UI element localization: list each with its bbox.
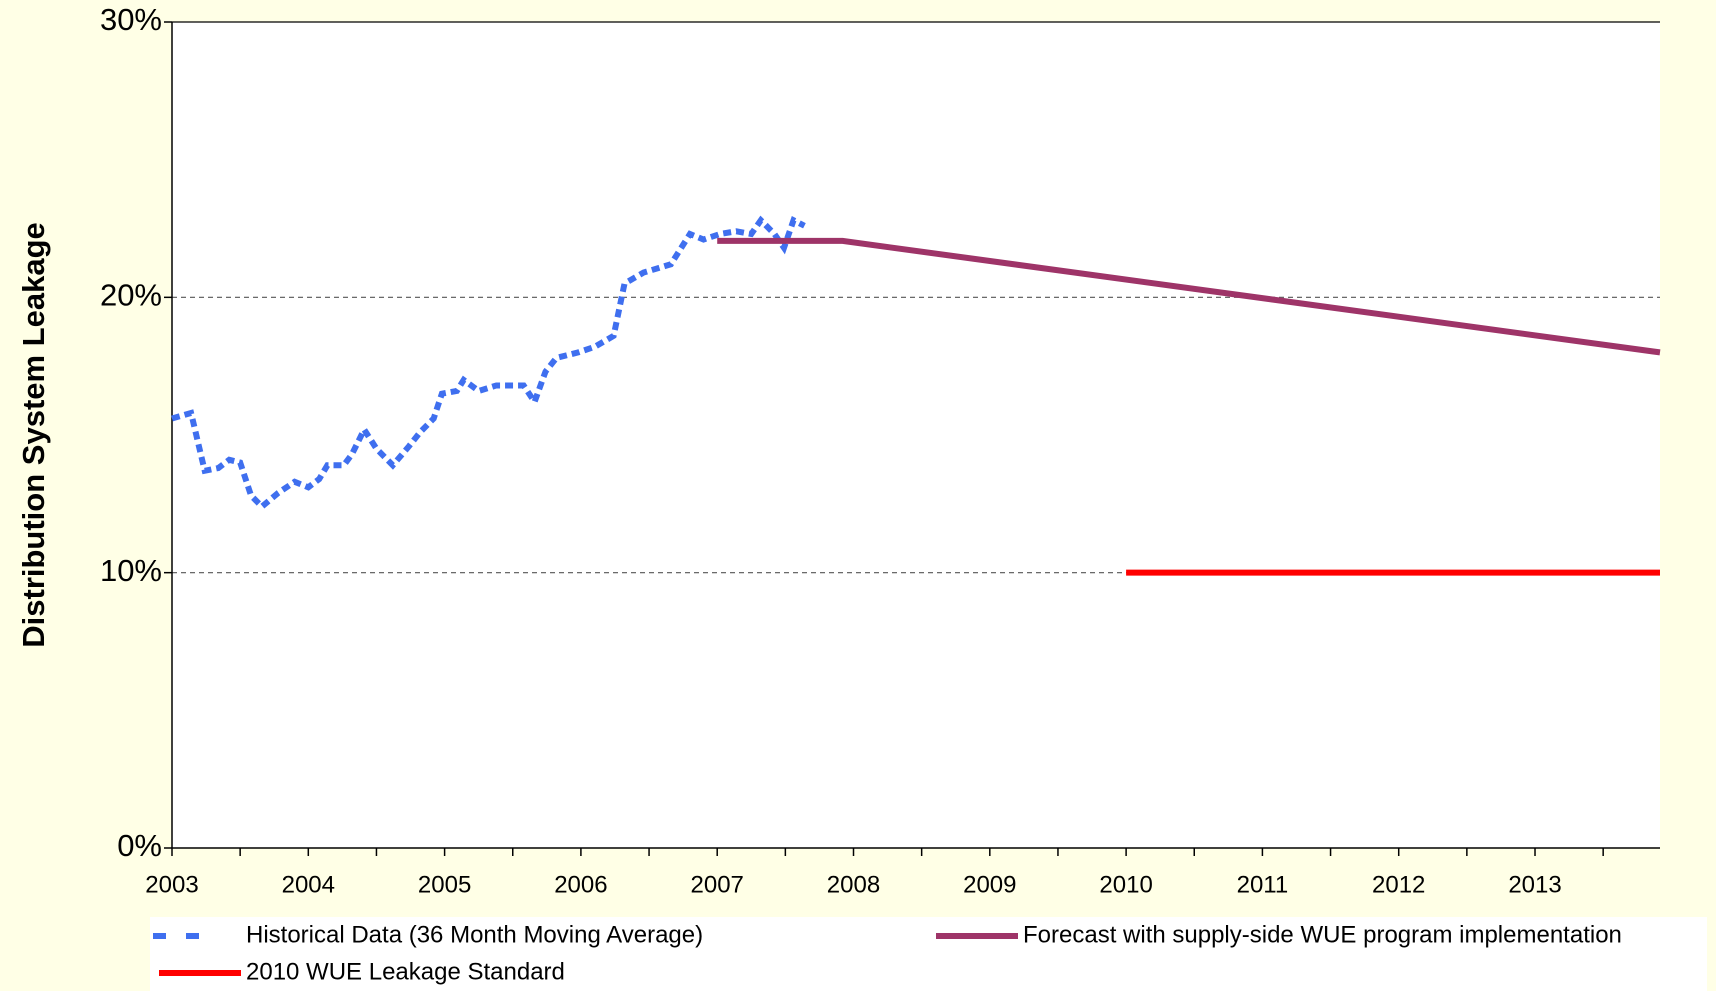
x-tick-label: 2009 bbox=[963, 871, 1016, 898]
series-line bbox=[171, 215, 806, 511]
x-tick-label: 2011 bbox=[1237, 871, 1289, 898]
x-tick-label: 2008 bbox=[827, 871, 880, 898]
series-line bbox=[717, 237, 1661, 356]
y-tick-label: 20% bbox=[100, 278, 162, 313]
legend-label: Historical Data (36 Month Moving Average… bbox=[246, 921, 703, 948]
y-tick-label: 10% bbox=[100, 553, 162, 588]
x-tick-label: 2010 bbox=[1099, 871, 1152, 898]
plot-area bbox=[172, 22, 1660, 848]
x-tick-label: 2012 bbox=[1372, 871, 1425, 898]
x-tick-label: 2004 bbox=[282, 871, 335, 898]
x-tick-label: 2007 bbox=[691, 871, 744, 898]
y-tick-label: 30% bbox=[100, 2, 162, 37]
legend-box bbox=[150, 917, 1707, 991]
x-tick-label: 2013 bbox=[1508, 871, 1561, 898]
y-axis-label: Distribution System Leakage bbox=[16, 222, 51, 648]
x-tick-label: 2005 bbox=[418, 871, 471, 898]
legend-label: Forecast with supply-side WUE program im… bbox=[1023, 921, 1622, 948]
x-tick-label: 2006 bbox=[554, 871, 607, 898]
y-tick-label: 0% bbox=[117, 828, 162, 863]
x-tick-label: 2003 bbox=[145, 871, 198, 898]
legend-label: 2010 WUE Leakage Standard bbox=[246, 958, 565, 985]
